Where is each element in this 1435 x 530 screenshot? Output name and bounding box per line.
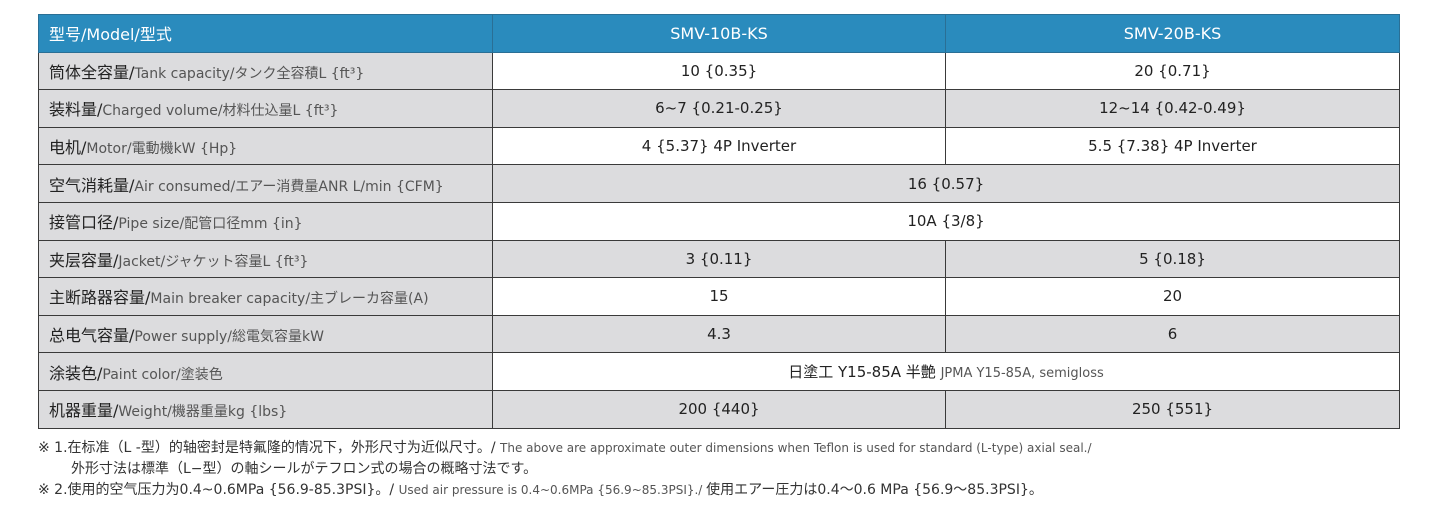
cell: 10 {0.35} bbox=[492, 51, 946, 91]
row-label: 夹层容量/Jacket/ジャケット容量L {ft³} bbox=[38, 239, 493, 279]
row-label: 空气消耗量/Air consumed/エアー消費量ANR L/min {CFM} bbox=[38, 164, 493, 203]
label-zh: 空气消耗量/ bbox=[49, 175, 135, 195]
label-rest: Jacket/ジャケット容量L {ft³} bbox=[118, 253, 309, 270]
cell: 6 bbox=[945, 314, 1400, 354]
cell: 4.3 bbox=[492, 314, 946, 354]
model-header: 型号/Model/型式 bbox=[38, 14, 493, 53]
label-rest: Paint color/塗装色 bbox=[102, 366, 223, 383]
cell: 5 {0.18} bbox=[945, 239, 1400, 279]
note-2-zh: ※ 2.使用的空气压力为0.4~0.6MPa {56.9-85.3PSI}。/ bbox=[38, 482, 399, 498]
header-row: 型号/Model/型式 SMV-10B-KS SMV-20B-KS bbox=[38, 14, 1400, 53]
table-row: 电机/Motor/電動機kW {Hp} 4 {5.37} 4P Inverter… bbox=[38, 126, 1400, 166]
cell: 日塗工 Y15-85A 半艶 JPMA Y15-85A, semigloss bbox=[492, 352, 1400, 391]
table-row: 接管口径/Pipe size/配管口径mm {in} 10A {3/8} bbox=[38, 201, 1400, 241]
label-zh: 机器重量/ bbox=[49, 401, 119, 421]
model-2: SMV-20B-KS bbox=[945, 14, 1400, 53]
label-zh: 装料量/ bbox=[49, 100, 103, 120]
label-zh: 涂装色/ bbox=[49, 363, 103, 383]
table-row: 装料量/Charged volume/材料仕込量L {ft³} 6~7 {0.2… bbox=[38, 89, 1400, 128]
table-row: 主断路器容量/Main breaker capacity/主ブレーカ容量(A) … bbox=[38, 277, 1400, 316]
table-row: 筒体全容量/Tank capacity/タンク全容積L {ft³} 10 {0.… bbox=[38, 51, 1400, 91]
row-label: 电机/Motor/電動機kW {Hp} bbox=[38, 126, 493, 166]
cell: 250 {551} bbox=[945, 389, 1400, 429]
row-label: 装料量/Charged volume/材料仕込量L {ft³} bbox=[38, 89, 493, 128]
label-rest: Main breaker capacity/主ブレーカ容量(A) bbox=[150, 291, 429, 308]
cell: 20 {0.71} bbox=[945, 51, 1400, 91]
cell: 200 {440} bbox=[492, 389, 946, 429]
label-rest: Air consumed/エアー消費量ANR L/min {CFM} bbox=[134, 178, 444, 195]
cell: 3 {0.11} bbox=[492, 239, 946, 279]
spec-table: 型号/Model/型式 SMV-10B-KS SMV-20B-KS 筒体全容量/… bbox=[38, 14, 1400, 429]
row-label: 筒体全容量/Tank capacity/タンク全容積L {ft³} bbox=[38, 51, 493, 91]
label-zh: 主断路器容量/ bbox=[49, 288, 151, 308]
cell: 5.5 {7.38} 4P Inverter bbox=[945, 126, 1400, 166]
cell: 20 bbox=[945, 277, 1400, 316]
model-1: SMV-10B-KS bbox=[492, 14, 946, 53]
cell: 12~14 {0.42-0.49} bbox=[945, 89, 1400, 128]
label-rest: Power supply/総電気容量kW bbox=[134, 329, 324, 346]
table-row: 机器重量/Weight/機器重量kg {lbs} 200 {440} 250 {… bbox=[38, 389, 1400, 429]
table-row: 夹层容量/Jacket/ジャケット容量L {ft³} 3 {0.11} 5 {0… bbox=[38, 239, 1400, 279]
note-2: ※ 2.使用的空气压力为0.4~0.6MPa {56.9-85.3PSI}。/ … bbox=[38, 480, 1092, 501]
note-1-en: The above are approximate outer dimensio… bbox=[500, 441, 1092, 455]
note-2-ja: 使用エアー圧力は0.4〜0.6 MPa {56.9〜85.3PSI}。 bbox=[706, 482, 1043, 498]
label-rest: Weight/機器重量kg {lbs} bbox=[118, 404, 288, 421]
row-label: 主断路器容量/Main breaker capacity/主ブレーカ容量(A) bbox=[38, 277, 493, 316]
row-label: 机器重量/Weight/機器重量kg {lbs} bbox=[38, 389, 493, 429]
label-zh: 接管口径/ bbox=[49, 213, 119, 233]
paint-value: 日塗工 Y15-85A 半艶 bbox=[788, 363, 936, 382]
row-label: 接管口径/Pipe size/配管口径mm {in} bbox=[38, 201, 493, 241]
label-zh: 夹层容量/ bbox=[49, 250, 119, 270]
cell: 10A {3/8} bbox=[492, 201, 1400, 241]
note-1-ja: 外形寸法は標準（L−型）の軸シールがテフロン式の場合の概略寸法です。 bbox=[71, 461, 538, 477]
paint-value-en: JPMA Y15-85A, semigloss bbox=[940, 366, 1104, 382]
label-rest: Tank capacity/タンク全容積L {ft³} bbox=[134, 65, 365, 82]
cell: 15 bbox=[492, 277, 946, 316]
label-zh: 电机/ bbox=[49, 138, 87, 158]
label-rest: Motor/電動機kW {Hp} bbox=[86, 141, 238, 158]
table-row: 空气消耗量/Air consumed/エアー消費量ANR L/min {CFM}… bbox=[38, 164, 1400, 203]
label-rest: Pipe size/配管口径mm {in} bbox=[118, 216, 303, 233]
note-1-zh: ※ 1.在标准（L -型）的轴密封是特氟隆的情况下，外形尺寸为近似尺寸。/ bbox=[38, 440, 501, 456]
note-1: ※ 1.在标准（L -型）的轴密封是特氟隆的情况下，外形尺寸为近似尺寸。/ Th… bbox=[38, 438, 1092, 459]
row-label: 涂装色/Paint color/塗装色 bbox=[38, 352, 493, 391]
label-rest: Charged volume/材料仕込量L {ft³} bbox=[102, 103, 339, 120]
cell: 6~7 {0.21-0.25} bbox=[492, 89, 946, 128]
row-label: 总电气容量/Power supply/総電気容量kW bbox=[38, 314, 493, 354]
cell: 4 {5.37} 4P Inverter bbox=[492, 126, 946, 166]
table-row: 涂装色/Paint color/塗装色 日塗工 Y15-85A 半艶 JPMA … bbox=[38, 352, 1400, 391]
footnotes: ※ 1.在标准（L -型）的轴密封是特氟隆的情况下，外形尺寸为近似尺寸。/ Th… bbox=[38, 438, 1092, 501]
table-row: 总电气容量/Power supply/総電気容量kW 4.3 6 bbox=[38, 314, 1400, 354]
note-2-en: Used air pressure is 0.4~0.6MPa {56.9~85… bbox=[398, 483, 707, 497]
label-zh: 总电气容量/ bbox=[49, 326, 135, 346]
cell: 16 {0.57} bbox=[492, 164, 1400, 203]
label-zh: 筒体全容量/ bbox=[49, 62, 135, 82]
